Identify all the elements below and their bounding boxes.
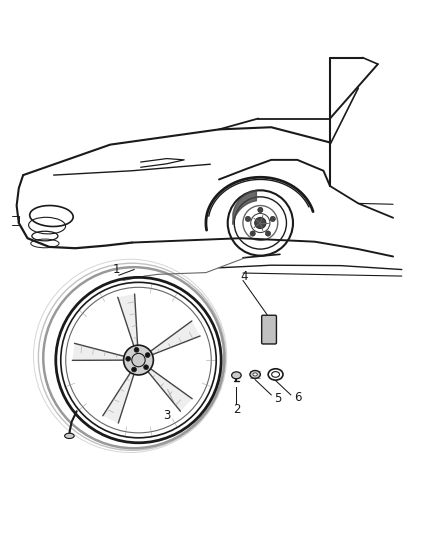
Circle shape bbox=[134, 348, 139, 352]
Polygon shape bbox=[151, 321, 200, 354]
Circle shape bbox=[124, 345, 153, 375]
Circle shape bbox=[132, 353, 145, 367]
Circle shape bbox=[245, 216, 251, 222]
Text: 2: 2 bbox=[233, 403, 240, 416]
Polygon shape bbox=[103, 373, 134, 423]
Circle shape bbox=[250, 231, 255, 236]
Circle shape bbox=[144, 365, 148, 369]
Text: 1: 1 bbox=[113, 263, 120, 277]
Ellipse shape bbox=[268, 369, 283, 380]
Ellipse shape bbox=[272, 372, 279, 377]
Circle shape bbox=[126, 357, 131, 361]
Ellipse shape bbox=[232, 372, 241, 379]
Polygon shape bbox=[72, 343, 124, 360]
Circle shape bbox=[132, 367, 136, 372]
Ellipse shape bbox=[65, 433, 74, 439]
Circle shape bbox=[270, 216, 276, 222]
FancyBboxPatch shape bbox=[261, 315, 276, 344]
Circle shape bbox=[265, 231, 271, 236]
Polygon shape bbox=[148, 369, 192, 411]
Circle shape bbox=[145, 353, 150, 358]
Circle shape bbox=[254, 217, 266, 229]
Text: 3: 3 bbox=[163, 409, 170, 422]
Ellipse shape bbox=[253, 373, 257, 376]
Text: 6: 6 bbox=[294, 391, 302, 405]
Text: 5: 5 bbox=[274, 392, 282, 405]
Polygon shape bbox=[118, 294, 138, 346]
Text: 4: 4 bbox=[240, 270, 247, 283]
Circle shape bbox=[258, 207, 263, 213]
Ellipse shape bbox=[250, 370, 260, 378]
